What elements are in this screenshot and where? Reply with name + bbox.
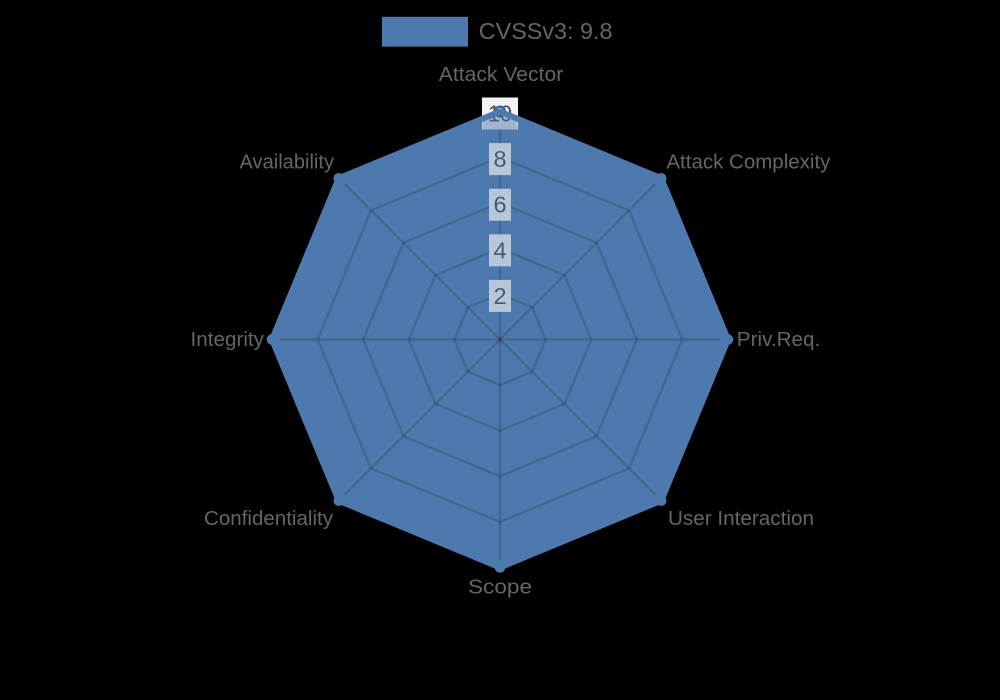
- svg-text:CVSSv3: 9.8: CVSSv3: 9.8: [479, 18, 613, 44]
- svg-text:8: 8: [493, 146, 506, 172]
- svg-text:Scope: Scope: [468, 577, 532, 599]
- svg-text:Priv.Req.: Priv.Req.: [737, 329, 821, 351]
- svg-text:4: 4: [493, 237, 506, 263]
- svg-text:Attack Vector: Attack Vector: [439, 64, 564, 86]
- svg-text:2: 2: [493, 283, 506, 309]
- svg-text:Availability: Availability: [240, 152, 335, 174]
- svg-text:Confidentiality: Confidentiality: [204, 508, 333, 530]
- svg-text:Integrity: Integrity: [191, 329, 265, 351]
- svg-text:User Interaction: User Interaction: [668, 508, 814, 530]
- svg-text:Attack Complexity: Attack Complexity: [666, 152, 830, 174]
- svg-text:6: 6: [493, 192, 506, 218]
